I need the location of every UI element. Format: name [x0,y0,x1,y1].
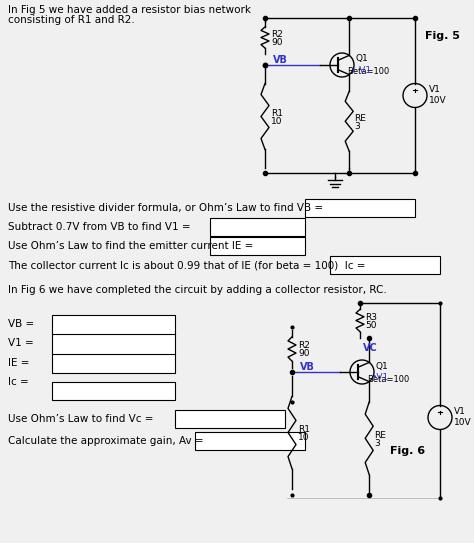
Text: 3: 3 [374,439,380,448]
Bar [210,237,305,255]
Text: R2: R2 [271,30,283,39]
Text: Beta=100: Beta=100 [347,67,389,77]
Text: Beta=100: Beta=100 [367,375,409,383]
Bar [52,315,175,373]
Text: Use the resistive divider formula, or Ohm’s Law to find VB =: Use the resistive divider formula, or Oh… [8,203,323,213]
Text: • V1: • V1 [351,66,371,75]
Text: Use Ohm’s Law to find Vc =: Use Ohm’s Law to find Vc = [8,414,154,424]
Text: Subtract 0.7V from VB to find V1 =: Subtract 0.7V from VB to find V1 = [8,222,191,232]
Text: Fig. 5: Fig. 5 [425,31,460,41]
Text: R3: R3 [365,313,377,322]
Text: 3: 3 [354,122,360,131]
Text: R2: R2 [298,342,310,350]
Text: VB =: VB = [8,319,34,329]
Text: R1: R1 [298,425,310,434]
Text: IE =: IE = [8,358,29,368]
Text: 50: 50 [365,321,376,330]
Bar [52,382,175,400]
Text: Ic =: Ic = [8,377,29,387]
Text: VB: VB [273,55,288,65]
Text: V1 =: V1 = [8,338,34,348]
Text: 10V: 10V [454,418,472,427]
Text: Q1: Q1 [356,54,369,64]
Text: Fig. 6: Fig. 6 [390,446,425,456]
Bar [195,432,305,450]
Bar [330,256,440,274]
Text: VC: VC [363,343,378,353]
Bar [210,218,305,236]
Text: In Fig 6 we have completed the circuit by adding a collector resistor, RC.: In Fig 6 we have completed the circuit b… [8,285,387,295]
Text: RE: RE [354,114,366,123]
Text: consisting of R1 and R2.: consisting of R1 and R2. [8,15,135,25]
Text: 10: 10 [271,117,283,126]
Text: R1: R1 [271,109,283,118]
Text: In Fig 5 we have added a resistor bias network: In Fig 5 we have added a resistor bias n… [8,5,251,15]
Text: •V1: •V1 [371,373,389,382]
Text: V1: V1 [454,407,466,416]
Bar [305,199,415,217]
Text: VB: VB [300,362,315,372]
Text: 10V: 10V [429,96,447,105]
Text: The collector current Ic is about 0.99 that of IE (for beta = 100)  Ic =: The collector current Ic is about 0.99 t… [8,260,365,270]
Text: 90: 90 [298,350,310,358]
Text: V1: V1 [429,85,441,94]
Text: RE: RE [374,431,386,440]
Text: 90: 90 [271,38,283,47]
Text: 10: 10 [298,433,310,442]
Text: Use Ohm’s Law to find the emitter current IE =: Use Ohm’s Law to find the emitter curren… [8,241,254,251]
Text: Calculate the approximate gain, Av =: Calculate the approximate gain, Av = [8,436,204,446]
Bar [175,410,285,428]
Text: Q1: Q1 [376,362,389,370]
